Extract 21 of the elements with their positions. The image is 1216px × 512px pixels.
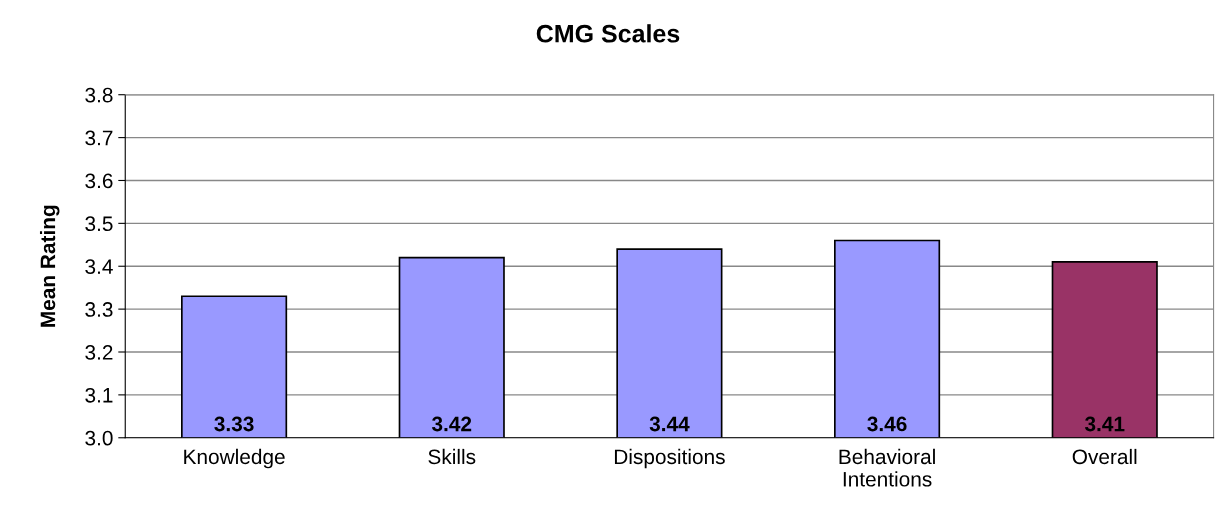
data-label: 3.42 xyxy=(431,416,472,432)
data-label: 3.46 xyxy=(867,416,907,432)
x-tick-label: Behavioral Intentions xyxy=(839,448,935,487)
y-tick-label: 3.6 xyxy=(85,173,113,189)
y-axis-title: Mean Rating xyxy=(39,205,60,327)
x-tick-label: Knowledge xyxy=(184,448,285,469)
y-tick-label: 3.4 xyxy=(85,259,113,274)
data-label: 3.33 xyxy=(214,416,254,432)
x-tick-label: Dispositions xyxy=(614,448,725,469)
y-tick-label: 3.7 xyxy=(85,130,113,146)
x-tick-label: Overall xyxy=(1072,448,1137,465)
data-label: 3.41 xyxy=(1084,416,1125,432)
x-tick-label: Skills xyxy=(428,448,476,465)
y-tick-label: 3.8 xyxy=(85,87,113,103)
data-label: 3.44 xyxy=(649,416,690,432)
y-tick-label: 3.0 xyxy=(85,430,113,446)
y-tick-label: 3.5 xyxy=(85,216,113,232)
y-tick-label: 3.1 xyxy=(85,387,113,403)
y-tick-label: 3.3 xyxy=(85,302,113,317)
y-tick-label: 3.2 xyxy=(85,345,113,360)
chart-title: CMG Scales xyxy=(536,24,680,43)
